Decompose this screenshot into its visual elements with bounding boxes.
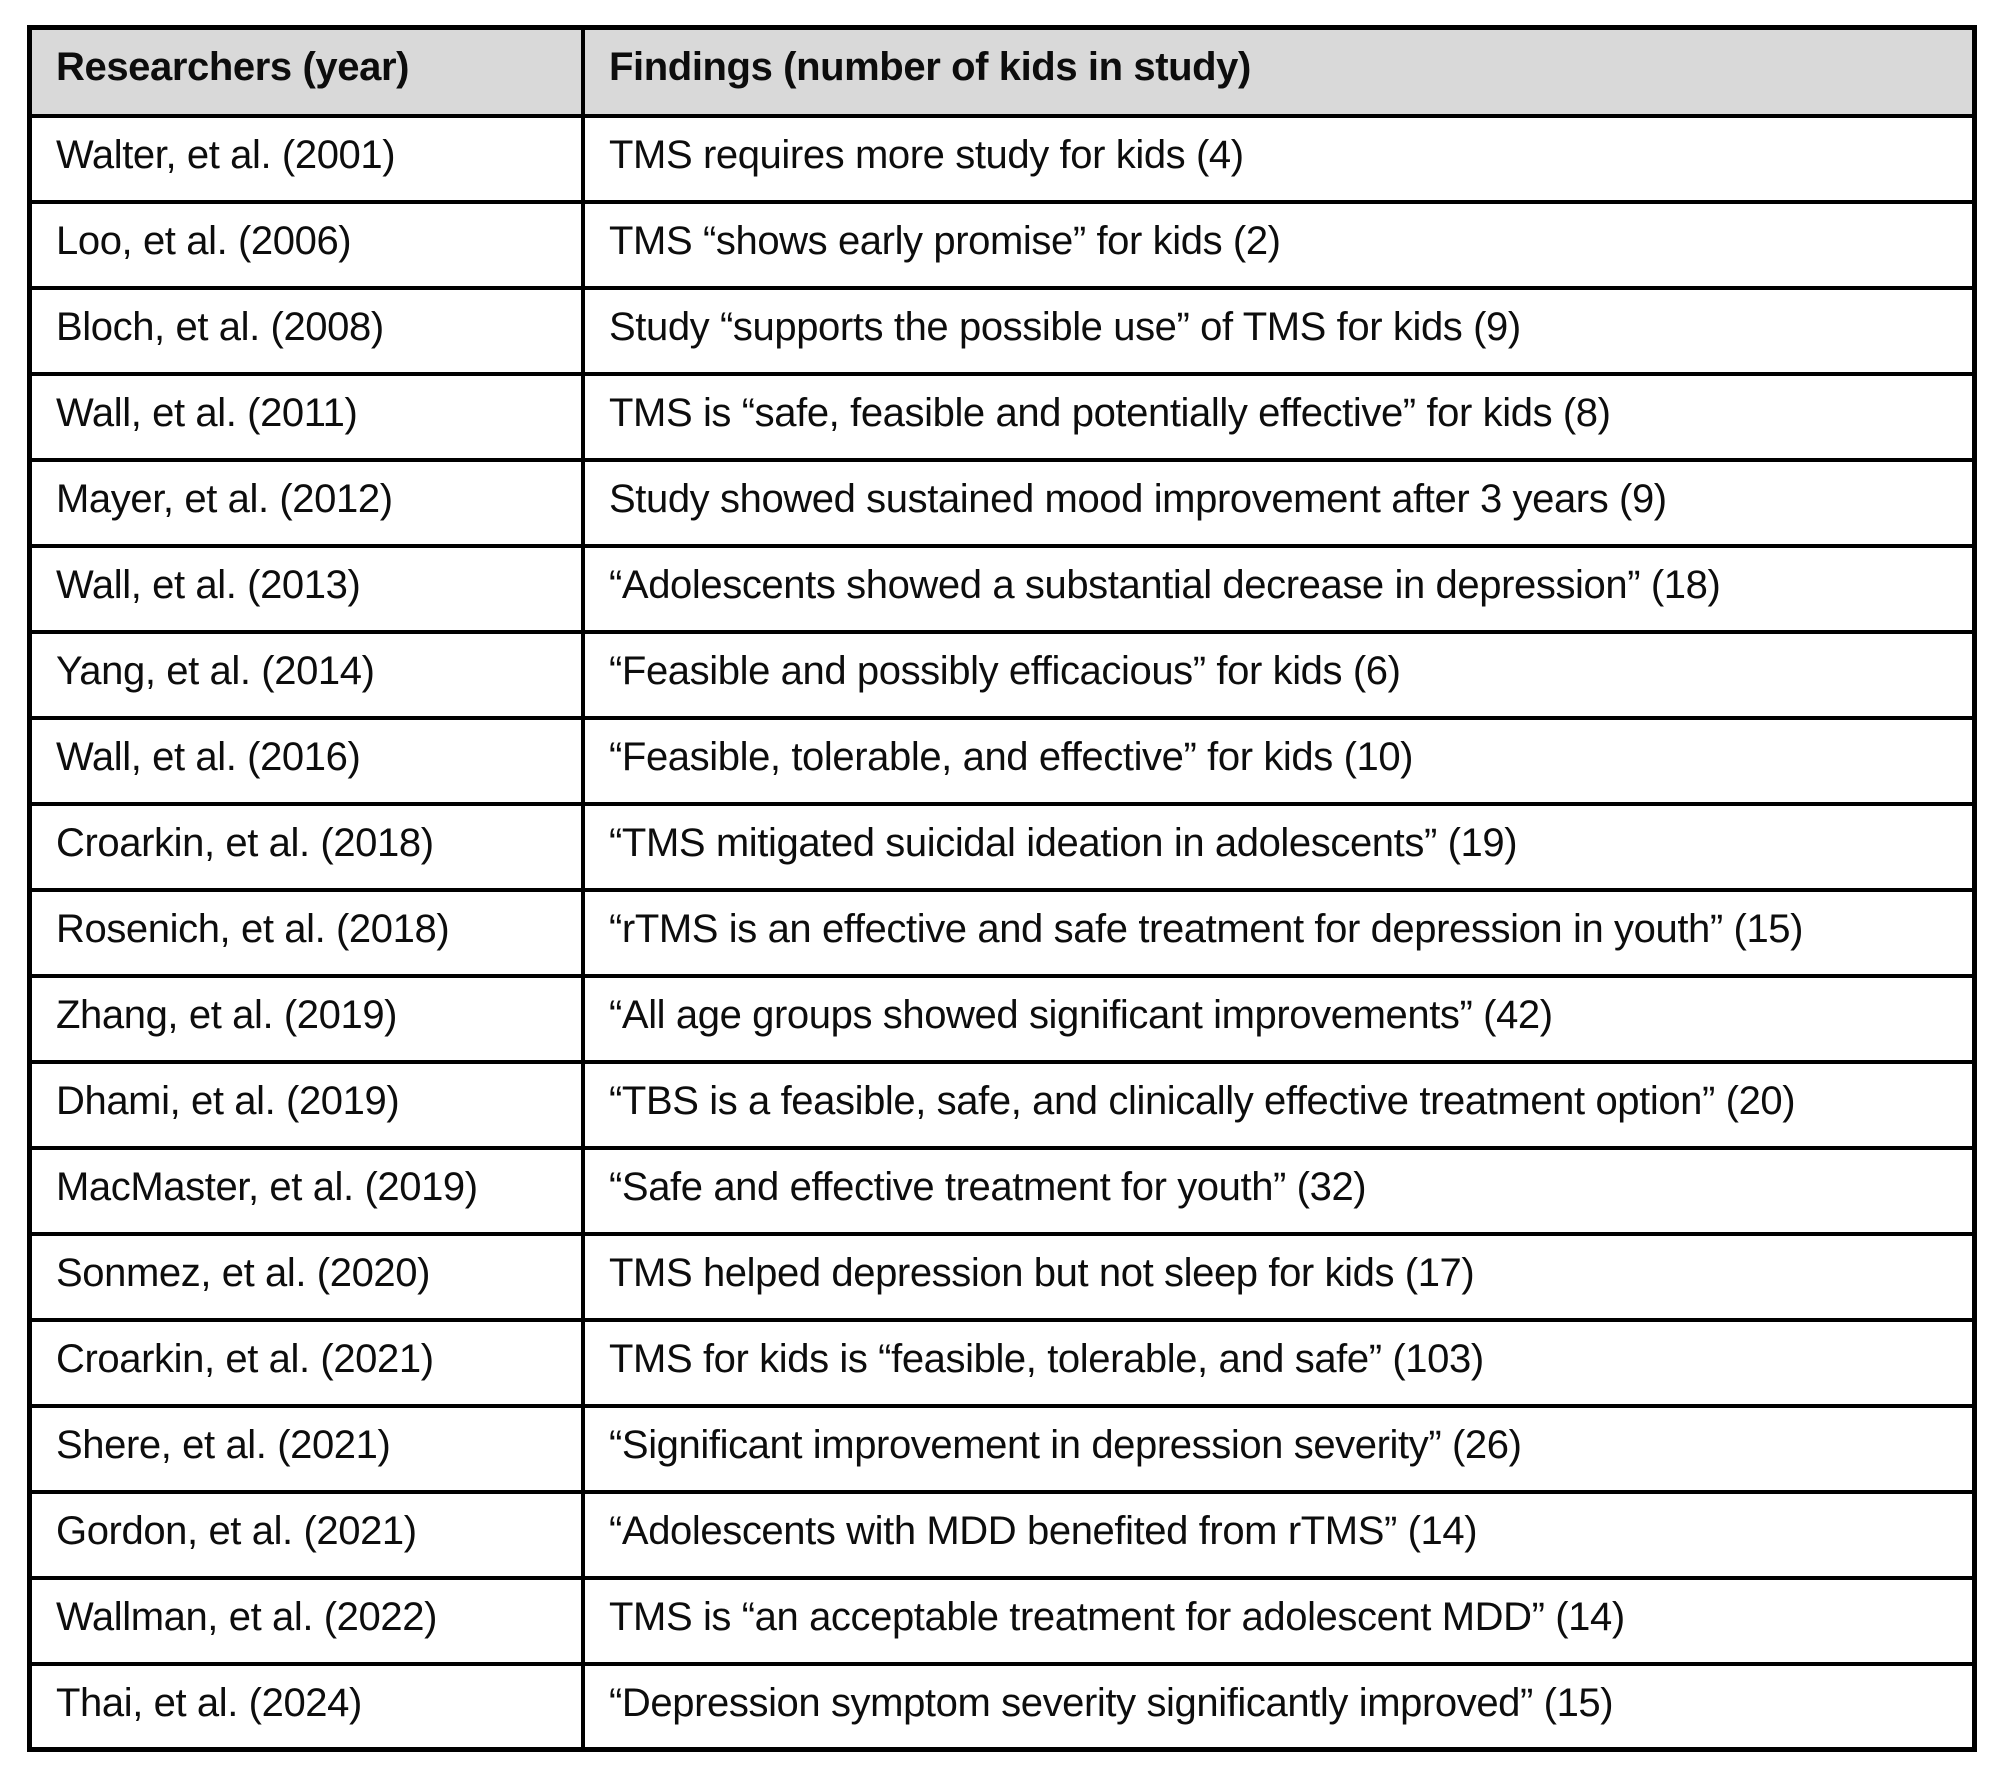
researchers-cell: Mayer, et al. (2012)	[27, 457, 585, 548]
table-body: Walter, et al. (2001) TMS requires more …	[27, 113, 1977, 1752]
findings-cell: “Adolescents showed a substantial decrea…	[581, 543, 1977, 634]
table-row: Wall, et al. (2013) “Adolescents showed …	[27, 543, 1977, 634]
researchers-cell: Wall, et al. (2011)	[27, 371, 585, 462]
findings-cell: “All age groups showed significant impro…	[581, 973, 1977, 1064]
researchers-cell: Sonmez, et al. (2020)	[27, 1231, 585, 1322]
researchers-cell: Wall, et al. (2016)	[27, 715, 585, 806]
column-header-findings: Findings (number of kids in study)	[581, 25, 1977, 118]
researchers-cell: Thai, et al. (2024)	[27, 1661, 585, 1752]
table-row: Wallman, et al. (2022) TMS is “an accept…	[27, 1575, 1977, 1666]
table-row: Croarkin, et al. (2021) TMS for kids is …	[27, 1317, 1977, 1408]
findings-cell: “Significant improvement in depression s…	[581, 1403, 1977, 1494]
table-row: Dhami, et al. (2019) “TBS is a feasible,…	[27, 1059, 1977, 1150]
table-row: Wall, et al. (2011) TMS is “safe, feasib…	[27, 371, 1977, 462]
researchers-cell: Shere, et al. (2021)	[27, 1403, 585, 1494]
tms-studies-table: Researchers (year) Findings (number of k…	[27, 25, 1977, 1752]
table-row: Gordon, et al. (2021) “Adolescents with …	[27, 1489, 1977, 1580]
researchers-cell: Croarkin, et al. (2021)	[27, 1317, 585, 1408]
findings-cell: TMS “shows early promise” for kids (2)	[581, 199, 1977, 290]
researchers-cell: Wallman, et al. (2022)	[27, 1575, 585, 1666]
findings-cell: TMS is “safe, feasible and potentially e…	[581, 371, 1977, 462]
findings-cell: TMS requires more study for kids (4)	[581, 113, 1977, 204]
researchers-cell: Zhang, et al. (2019)	[27, 973, 585, 1064]
table-row: Walter, et al. (2001) TMS requires more …	[27, 113, 1977, 204]
table-row: Shere, et al. (2021) “Significant improv…	[27, 1403, 1977, 1494]
findings-cell: Study showed sustained mood improvement …	[581, 457, 1977, 548]
column-header-researchers: Researchers (year)	[27, 25, 585, 118]
researchers-cell: MacMaster, et al. (2019)	[27, 1145, 585, 1236]
table-row: Rosenich, et al. (2018) “rTMS is an effe…	[27, 887, 1977, 978]
table-row: Loo, et al. (2006) TMS “shows early prom…	[27, 199, 1977, 290]
table-row: Yang, et al. (2014) “Feasible and possib…	[27, 629, 1977, 720]
findings-cell: TMS is “an acceptable treatment for adol…	[581, 1575, 1977, 1666]
findings-cell: “Feasible and possibly efficacious” for …	[581, 629, 1977, 720]
findings-cell: “Adolescents with MDD benefited from rTM…	[581, 1489, 1977, 1580]
researchers-cell: Gordon, et al. (2021)	[27, 1489, 585, 1580]
findings-cell: Study “supports the possible use” of TMS…	[581, 285, 1977, 376]
findings-cell: “Safe and effective treatment for youth”…	[581, 1145, 1977, 1236]
header-row: Researchers (year) Findings (number of k…	[27, 25, 1977, 118]
table-row: MacMaster, et al. (2019) “Safe and effec…	[27, 1145, 1977, 1236]
table-row: Thai, et al. (2024) “Depression symptom …	[27, 1661, 1977, 1752]
findings-cell: TMS for kids is “feasible, tolerable, an…	[581, 1317, 1977, 1408]
findings-cell: “Feasible, tolerable, and effective” for…	[581, 715, 1977, 806]
findings-cell: “TMS mitigated suicidal ideation in adol…	[581, 801, 1977, 892]
researchers-cell: Croarkin, et al. (2018)	[27, 801, 585, 892]
table-row: Croarkin, et al. (2018) “TMS mitigated s…	[27, 801, 1977, 892]
table-row: Mayer, et al. (2012) Study showed sustai…	[27, 457, 1977, 548]
table-row: Wall, et al. (2016) “Feasible, tolerable…	[27, 715, 1977, 806]
researchers-cell: Wall, et al. (2013)	[27, 543, 585, 634]
table-row: Bloch, et al. (2008) Study “supports the…	[27, 285, 1977, 376]
findings-cell: “rTMS is an effective and safe treatment…	[581, 887, 1977, 978]
researchers-cell: Bloch, et al. (2008)	[27, 285, 585, 376]
table-row: Zhang, et al. (2019) “All age groups sho…	[27, 973, 1977, 1064]
findings-cell: TMS helped depression but not sleep for …	[581, 1231, 1977, 1322]
findings-cell: “Depression symptom severity significant…	[581, 1661, 1977, 1752]
findings-cell: “TBS is a feasible, safe, and clinically…	[581, 1059, 1977, 1150]
table-header: Researchers (year) Findings (number of k…	[27, 25, 1977, 118]
researchers-cell: Walter, et al. (2001)	[27, 113, 585, 204]
researchers-cell: Rosenich, et al. (2018)	[27, 887, 585, 978]
researchers-cell: Yang, et al. (2014)	[27, 629, 585, 720]
researchers-cell: Dhami, et al. (2019)	[27, 1059, 585, 1150]
table-row: Sonmez, et al. (2020) TMS helped depress…	[27, 1231, 1977, 1322]
researchers-cell: Loo, et al. (2006)	[27, 199, 585, 290]
